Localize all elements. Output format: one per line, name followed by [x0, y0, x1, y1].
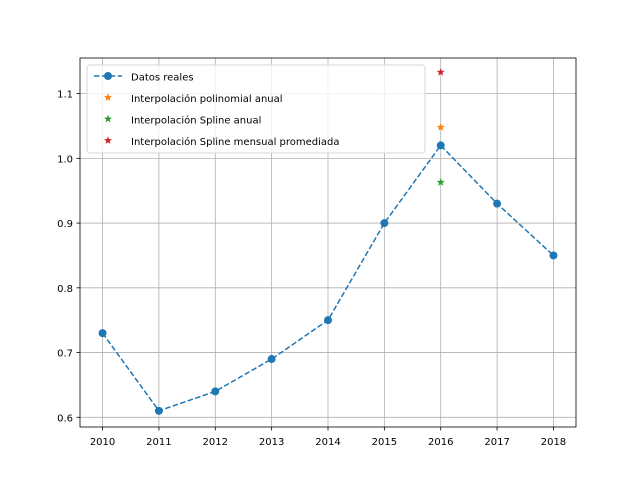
legend-label: Interpolación Spline mensual promediada	[131, 136, 340, 148]
x-tick-label: 2013	[259, 437, 284, 448]
data-point	[436, 141, 445, 150]
x-tick-label: 2014	[315, 437, 340, 448]
legend-label: Datos reales	[131, 73, 194, 84]
legend-box	[86, 64, 426, 154]
star-marker	[436, 178, 445, 186]
star-marker	[436, 123, 445, 131]
x-tick-label: 2018	[541, 437, 566, 448]
data-point	[267, 355, 276, 364]
data-point	[549, 251, 558, 260]
legend-label: Interpolación polinomial anual	[131, 93, 283, 105]
data-point	[154, 406, 163, 415]
legend-label: Interpolación Spline anual	[131, 115, 261, 127]
x-tick-label: 2011	[146, 437, 171, 448]
x-tick-label: 2012	[203, 437, 228, 448]
y-tick-label: 0.6	[57, 413, 73, 424]
legend-star-marker	[104, 136, 112, 144]
star-marker	[436, 68, 445, 76]
x-tick-label: 2017	[484, 437, 509, 448]
y-tick-label: 1.1	[57, 90, 73, 101]
data-point	[324, 316, 332, 325]
y-tick-label: 0.9	[57, 219, 73, 230]
data-point	[98, 329, 107, 338]
legend-star-marker	[104, 93, 112, 101]
legend-marker	[104, 72, 112, 80]
data-point	[493, 199, 502, 208]
plot-series	[98, 68, 558, 415]
axes: 2010 2011 2012 2013 2014 2015 2016 2017 2018 0.6 0…	[57, 90, 566, 448]
x-tick-label: 2010	[90, 437, 115, 448]
data-point	[211, 387, 220, 396]
y-tick-label: 1.0	[57, 154, 73, 165]
y-tick-label: 0.7	[57, 349, 73, 360]
data-point	[380, 219, 389, 228]
x-tick-label: 2015	[372, 437, 397, 448]
x-tick-label: 2016	[428, 437, 453, 448]
legend: Datos reales Interpolación polinomial anu…	[86, 64, 426, 154]
y-tick-label: 0.8	[57, 284, 73, 295]
legend-star-marker	[104, 114, 112, 123]
